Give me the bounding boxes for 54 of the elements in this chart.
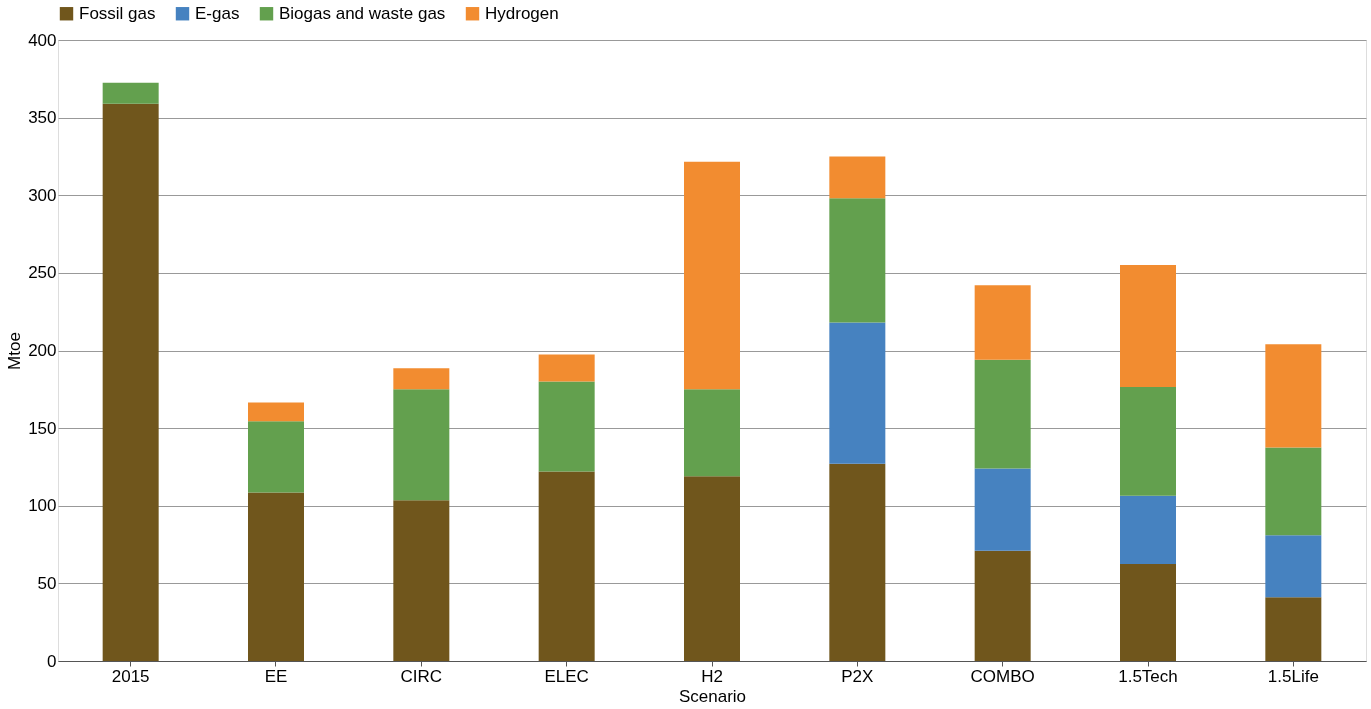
bar [1265, 535, 1322, 598]
bar [974, 468, 1031, 551]
y-axis-title: Mtoe [5, 332, 25, 370]
legend-label: Hydrogen [485, 3, 559, 23]
bar [1265, 447, 1322, 536]
x-tick-label: COMBO [970, 666, 1035, 686]
bar [974, 285, 1031, 360]
bar [102, 103, 159, 661]
x-tick-label: ELEC [544, 666, 589, 686]
bar [1265, 597, 1322, 661]
bar [1265, 344, 1322, 448]
bar [248, 421, 304, 493]
bar [1120, 495, 1176, 564]
x-tick-label: 2015 [111, 666, 150, 686]
y-tick-label: 400 [28, 30, 57, 50]
bar [1120, 563, 1176, 661]
bar [974, 359, 1031, 469]
bar [538, 381, 595, 472]
y-tick-label: 50 [37, 573, 57, 593]
x-tick-label: H2 [701, 666, 723, 686]
bar [829, 322, 886, 464]
x-tick-label: EE [264, 666, 288, 686]
x-axis-title: Scenario [678, 686, 747, 706]
x-tick-label: CIRC [400, 666, 443, 686]
bar [102, 82, 159, 104]
bar [538, 471, 595, 661]
y-tick-label: 150 [28, 418, 57, 438]
bar [393, 389, 450, 501]
bar [684, 476, 740, 661]
y-tick-label: 200 [28, 341, 57, 360]
bar [684, 389, 740, 477]
bar [829, 198, 886, 323]
legend-label: Biogas and waste gas [279, 3, 446, 23]
y-tick-label: 300 [28, 185, 57, 205]
bar [248, 402, 304, 422]
legend-label: Fossil gas [79, 3, 156, 23]
bar [684, 161, 740, 390]
x-tick-label: 1.5Life [1267, 666, 1319, 686]
bar [829, 156, 886, 199]
y-tick-label: 350 [28, 108, 57, 128]
bar [829, 463, 886, 661]
bar [1120, 386, 1176, 496]
bar [1120, 265, 1176, 387]
x-tick-label: P2X [841, 666, 874, 686]
y-tick-label: 0 [47, 651, 57, 671]
bar [248, 492, 304, 661]
x-tick-label: 1.5Tech [1118, 666, 1178, 686]
legend-label: E-gas [195, 3, 240, 23]
bar [538, 354, 595, 382]
y-tick-label: 100 [28, 496, 57, 516]
bar [393, 500, 450, 661]
y-tick-label: 250 [28, 263, 57, 283]
bar [974, 550, 1031, 661]
bar [393, 368, 450, 390]
